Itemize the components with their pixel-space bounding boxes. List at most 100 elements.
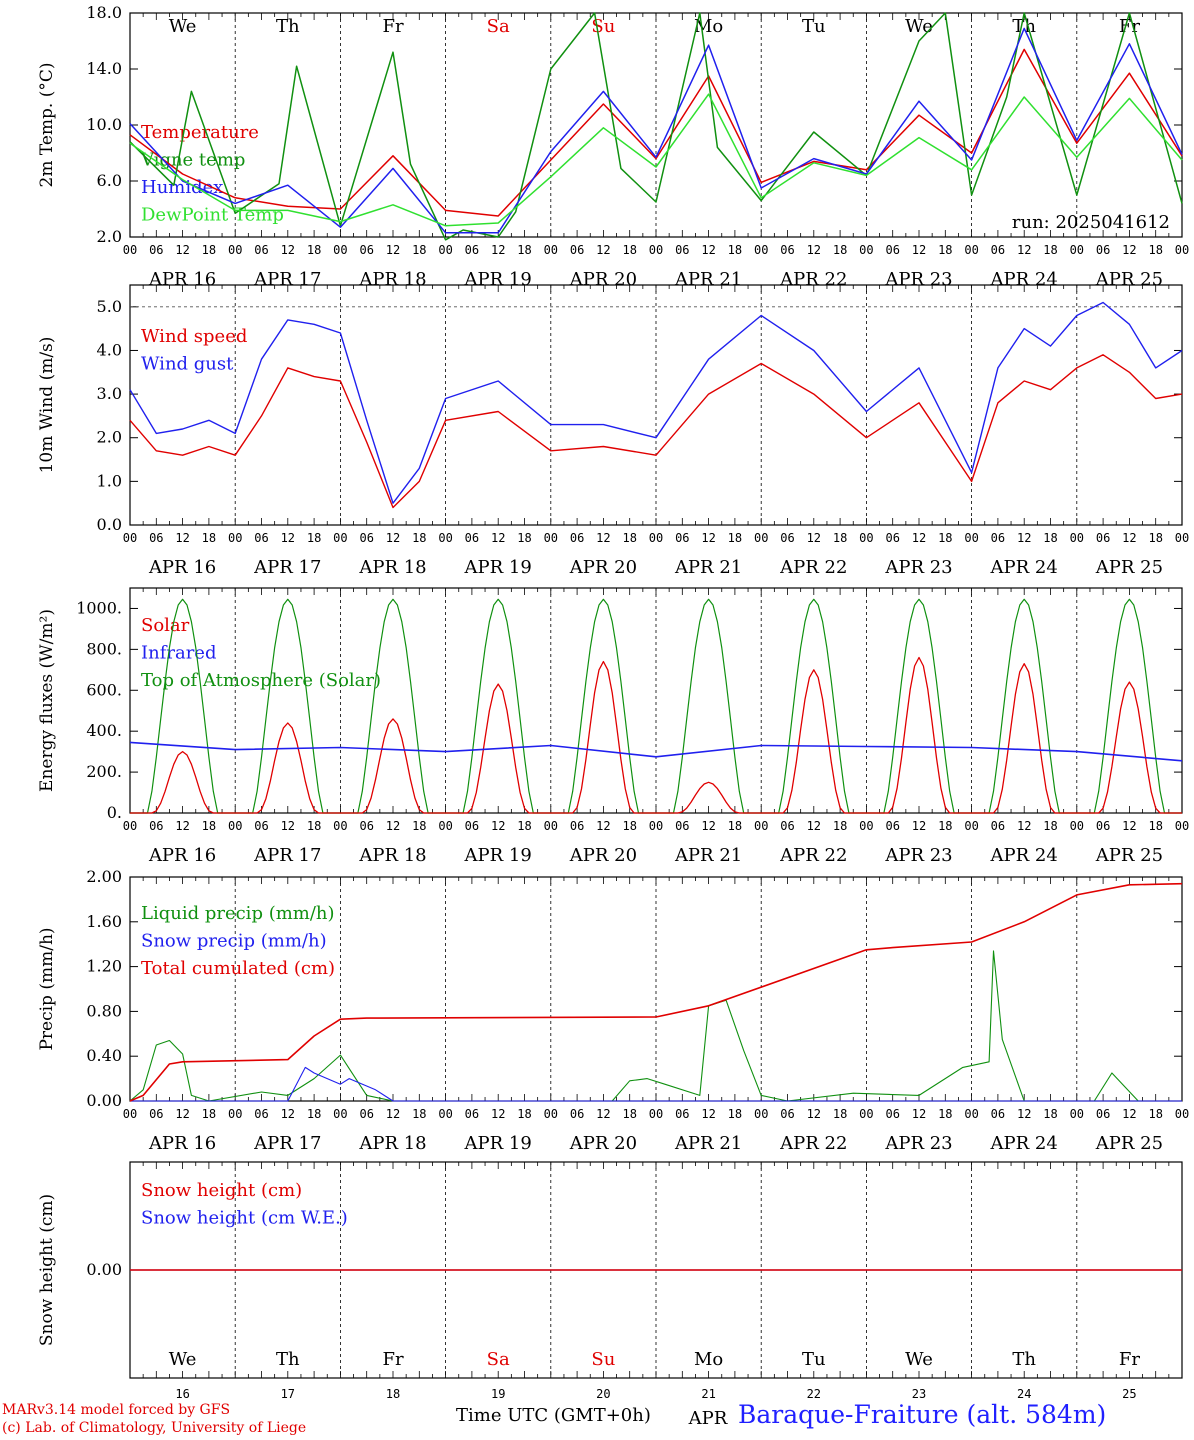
x-tick-label: 06 [675, 243, 689, 257]
x-tick-label: 18 [517, 1107, 531, 1121]
x-tick-label: 12 [386, 1107, 400, 1121]
x-tick-label: 12 [1122, 243, 1136, 257]
footer-university-credit: (c) Lab. of Climatology, University of L… [2, 1420, 307, 1436]
legend-dewpoint-temp: DewPoint Temp [141, 205, 284, 226]
day-name-top: Th [1012, 16, 1036, 37]
legend-top-of-atmosphere-solar-: Top of Atmosphere (Solar) [141, 670, 381, 691]
x-tick-label: 12 [175, 819, 189, 833]
date-label: APR 23 [884, 269, 952, 290]
x-tick-label: 18 [728, 1107, 742, 1121]
day-number: 25 [1122, 1387, 1136, 1401]
x-tick-label: 18 [833, 243, 847, 257]
legend-wind-speed: Wind speed [141, 326, 247, 347]
series-humidex [129, 27, 1183, 234]
y-tick-label: 2.0 [97, 227, 122, 246]
y-tick-label: 0.80 [86, 1001, 122, 1020]
y-tick-label: 1.0 [97, 471, 122, 490]
x-tick-label: 06 [991, 531, 1005, 545]
date-label: APR 23 [884, 557, 952, 578]
date-label: APR 21 [674, 845, 742, 866]
x-tick-label: 18 [622, 243, 636, 257]
x-tick-label: 18 [412, 531, 426, 545]
x-tick-label: 12 [1017, 243, 1031, 257]
x-tick-label: 12 [701, 819, 715, 833]
x-tick-label: 06 [570, 243, 584, 257]
date-label: APR 16 [148, 557, 216, 578]
x-tick-label: 06 [465, 531, 479, 545]
x-tick-label: 18 [938, 531, 952, 545]
x-tick-label: 12 [596, 243, 610, 257]
x-tick-label: 18 [412, 1107, 426, 1121]
x-tick-label: 06 [149, 243, 163, 257]
x-tick-label: 00 [1070, 1107, 1084, 1121]
x-tick-label: 12 [386, 531, 400, 545]
y-tick-label: 14.0 [86, 59, 122, 78]
date-label: APR 25 [1095, 269, 1163, 290]
x-tick-label: 18 [1148, 531, 1162, 545]
x-tick-label: 00 [859, 1107, 873, 1121]
panel-5: 0.00 Snow height (cm) Snow height (cm) Snow… [37, 1161, 1183, 1379]
day-number: 23 [912, 1387, 926, 1401]
series-snow-precip-mm-h- [130, 1066, 1182, 1102]
x-tick-label: 00 [649, 819, 663, 833]
date-label: APR 24 [990, 557, 1058, 578]
x-tick-label: 00 [438, 819, 452, 833]
x-tick-label: 12 [281, 1107, 295, 1121]
x-tick-label: 18 [307, 1107, 321, 1121]
date-label: APR 25 [1095, 557, 1163, 578]
x-tick-label: 18 [202, 819, 216, 833]
series-wind-speed [129, 354, 1183, 509]
date-label: APR 19 [464, 557, 532, 578]
y-tick-label: 800. [86, 639, 122, 658]
date-label: APR 17 [253, 1133, 321, 1154]
date-label: APR 23 [884, 845, 952, 866]
x-tick-label: 06 [885, 819, 899, 833]
y-tick-label: 1.60 [86, 912, 122, 931]
day-number: 21 [701, 1387, 715, 1401]
date-label: APR 22 [779, 557, 847, 578]
x-tick-label: 18 [833, 819, 847, 833]
x-tick-label: 06 [675, 1107, 689, 1121]
x-tick-label: 12 [912, 243, 926, 257]
x-tick-label: 06 [1096, 243, 1110, 257]
panel-frame [129, 587, 1183, 814]
x-tick-label: 18 [622, 819, 636, 833]
x-tick-label: 12 [912, 819, 926, 833]
footer-station-name: Baraque-Fraiture (alt. 584m) [738, 1400, 1107, 1429]
x-tick-label: 18 [938, 819, 952, 833]
x-tick-label: 06 [254, 819, 268, 833]
panel-3: 00 06 12 18 APR 16 00 06 12 18 APR 17 00 06 12 18 APR … [37, 587, 1189, 866]
legend-snow-height-cm-: Snow height (cm) [141, 1180, 302, 1201]
x-tick-label: 00 [438, 243, 452, 257]
x-tick-label: 00 [1070, 819, 1084, 833]
x-tick-label: 18 [517, 819, 531, 833]
x-tick-label: 12 [491, 1107, 505, 1121]
date-label: APR 21 [674, 1133, 742, 1154]
x-tick-label: 18 [728, 531, 742, 545]
day-name-bottom: Fr [1119, 1349, 1140, 1370]
date-label: APR 17 [253, 269, 321, 290]
x-tick-label: 12 [1017, 819, 1031, 833]
x-tick-label: 06 [149, 1107, 163, 1121]
day-name-bottom: Fr [382, 1349, 403, 1370]
x-tick-label: 00 [333, 531, 347, 545]
x-tick-label: 00 [964, 819, 978, 833]
x-tick-label: 00 [123, 531, 137, 545]
x-tick-label: 12 [912, 1107, 926, 1121]
x-tick-label: 12 [386, 819, 400, 833]
x-tick-label: 00 [649, 1107, 663, 1121]
y-tick-label: 6.0 [97, 171, 122, 190]
x-tick-label: 18 [1148, 819, 1162, 833]
y-axis-title: Precip (mm/h) [37, 927, 57, 1050]
x-tick-label: 00 [1175, 243, 1189, 257]
x-tick-label: 18 [1148, 1107, 1162, 1121]
x-tick-label: 06 [991, 243, 1005, 257]
series-liquid-precip-mm-h- [129, 950, 1182, 1102]
x-tick-label: 06 [570, 1107, 584, 1121]
date-label: APR 16 [148, 1133, 216, 1154]
date-label: APR 24 [990, 269, 1058, 290]
footer-time-axis-label: Time UTC (GMT+0h) [456, 1405, 651, 1426]
x-tick-label: 18 [1043, 819, 1057, 833]
legend-infrared: Infrared [141, 643, 216, 664]
day-name-top: Th [276, 16, 300, 37]
